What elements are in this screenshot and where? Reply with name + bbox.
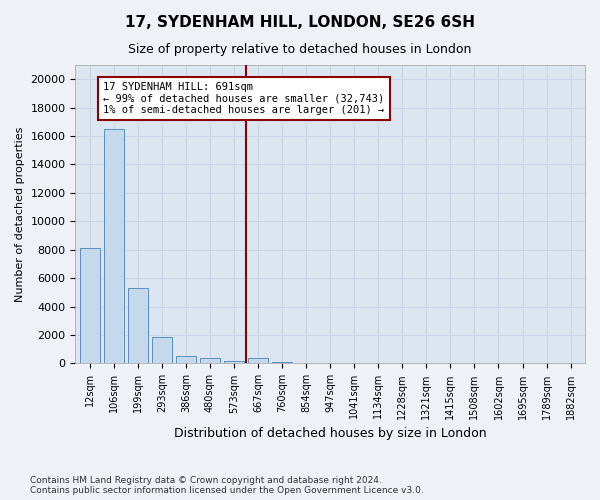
Bar bbox=[176, 356, 196, 364]
X-axis label: Distribution of detached houses by size in London: Distribution of detached houses by size … bbox=[174, 427, 487, 440]
Bar bbox=[224, 361, 244, 364]
Text: Contains HM Land Registry data © Crown copyright and database right 2024.
Contai: Contains HM Land Registry data © Crown c… bbox=[30, 476, 424, 495]
Bar bbox=[272, 362, 292, 364]
Bar bbox=[248, 358, 268, 364]
Bar bbox=[128, 288, 148, 364]
Text: 17 SYDENHAM HILL: 691sqm
← 99% of detached houses are smaller (32,743)
1% of sem: 17 SYDENHAM HILL: 691sqm ← 99% of detach… bbox=[103, 82, 384, 116]
Bar bbox=[80, 248, 100, 364]
Bar bbox=[104, 129, 124, 364]
Bar bbox=[200, 358, 220, 364]
Bar bbox=[152, 337, 172, 363]
Y-axis label: Number of detached properties: Number of detached properties bbox=[15, 126, 25, 302]
Text: Size of property relative to detached houses in London: Size of property relative to detached ho… bbox=[128, 42, 472, 56]
Text: 17, SYDENHAM HILL, LONDON, SE26 6SH: 17, SYDENHAM HILL, LONDON, SE26 6SH bbox=[125, 15, 475, 30]
